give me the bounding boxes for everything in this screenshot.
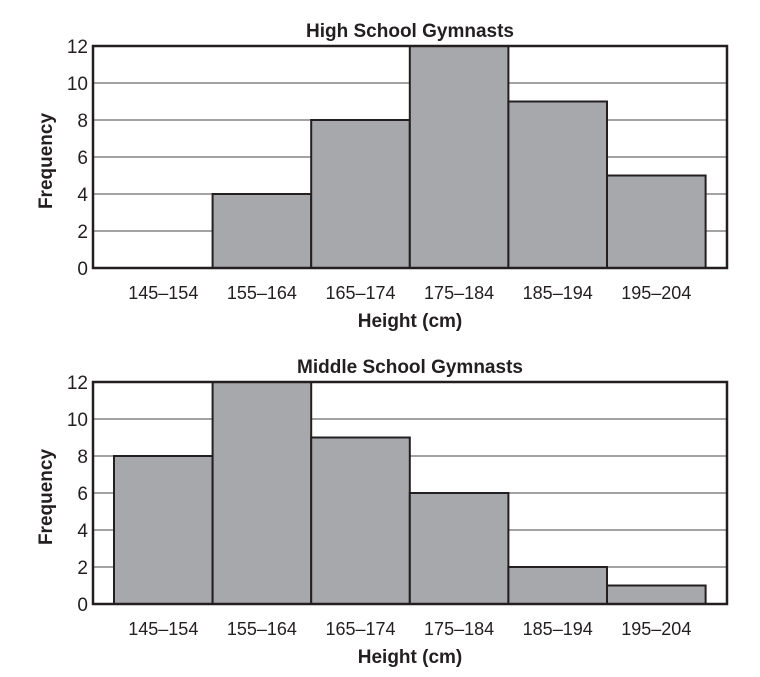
- y-tick-label: 4: [77, 521, 88, 542]
- x-tick-label: 155–164: [227, 619, 297, 639]
- y-tick-label: 2: [77, 222, 88, 243]
- y-tick-label: 4: [77, 185, 88, 206]
- x-tick-label: 185–194: [523, 619, 593, 639]
- bar-175–184: [408, 45, 510, 269]
- x-tick-label: 195–204: [621, 283, 691, 303]
- x-tick-label: 175–184: [424, 283, 494, 303]
- bar-185–194: [507, 100, 608, 269]
- bar-155–164: [211, 193, 313, 269]
- y-tick-label: 0: [77, 595, 88, 616]
- bar-185–194: [507, 566, 608, 605]
- bar-175–184: [408, 492, 510, 605]
- bar-195–204: [606, 174, 707, 269]
- y-tick-label: 12: [67, 373, 88, 394]
- chart-panel-1: High School Gymnasts 0 2 4 6 8 10 12 145–154 155–…: [36, 21, 729, 332]
- chart-panel-2: Middle School Gymnasts 0 2 4 6 8 10 12 145–154 15…: [36, 357, 729, 668]
- bar-165–174: [310, 436, 411, 605]
- x-tick-label: 145–154: [128, 619, 198, 639]
- x-axis-label: Height (cm): [358, 647, 463, 668]
- y-axis-label: Frequency: [36, 449, 57, 546]
- y-axis-label: Frequency: [36, 113, 57, 210]
- y-tick-label: 10: [67, 74, 88, 95]
- x-tick-label: 145–154: [128, 283, 198, 303]
- x-tick-label: 165–174: [325, 619, 395, 639]
- x-tick-label: 155–164: [227, 283, 297, 303]
- chart-title: High School Gymnasts: [306, 21, 514, 42]
- x-tick-label: 195–204: [621, 619, 691, 639]
- x-tick-label: 175–184: [424, 619, 494, 639]
- y-tick-label: 8: [77, 111, 88, 132]
- bar-155–164: [211, 381, 313, 605]
- plot-frame: [91, 44, 729, 270]
- y-tick-label: 6: [77, 148, 88, 169]
- y-tick-label: 12: [67, 37, 88, 58]
- y-tick-label: 6: [77, 484, 88, 505]
- x-tick-label: 165–174: [325, 283, 395, 303]
- x-tick-label: 185–194: [523, 283, 593, 303]
- bar-165–174: [310, 119, 411, 269]
- y-tick-label: 8: [77, 447, 88, 468]
- y-tick-label: 0: [77, 259, 88, 280]
- bar-145–154: [113, 455, 214, 605]
- x-axis-label: Height (cm): [358, 311, 463, 332]
- chart-title: Middle School Gymnasts: [297, 357, 523, 378]
- plot-frame: [91, 380, 729, 606]
- y-tick-label: 2: [77, 558, 88, 579]
- bar-195–204: [606, 584, 707, 605]
- y-tick-label: 10: [67, 410, 88, 431]
